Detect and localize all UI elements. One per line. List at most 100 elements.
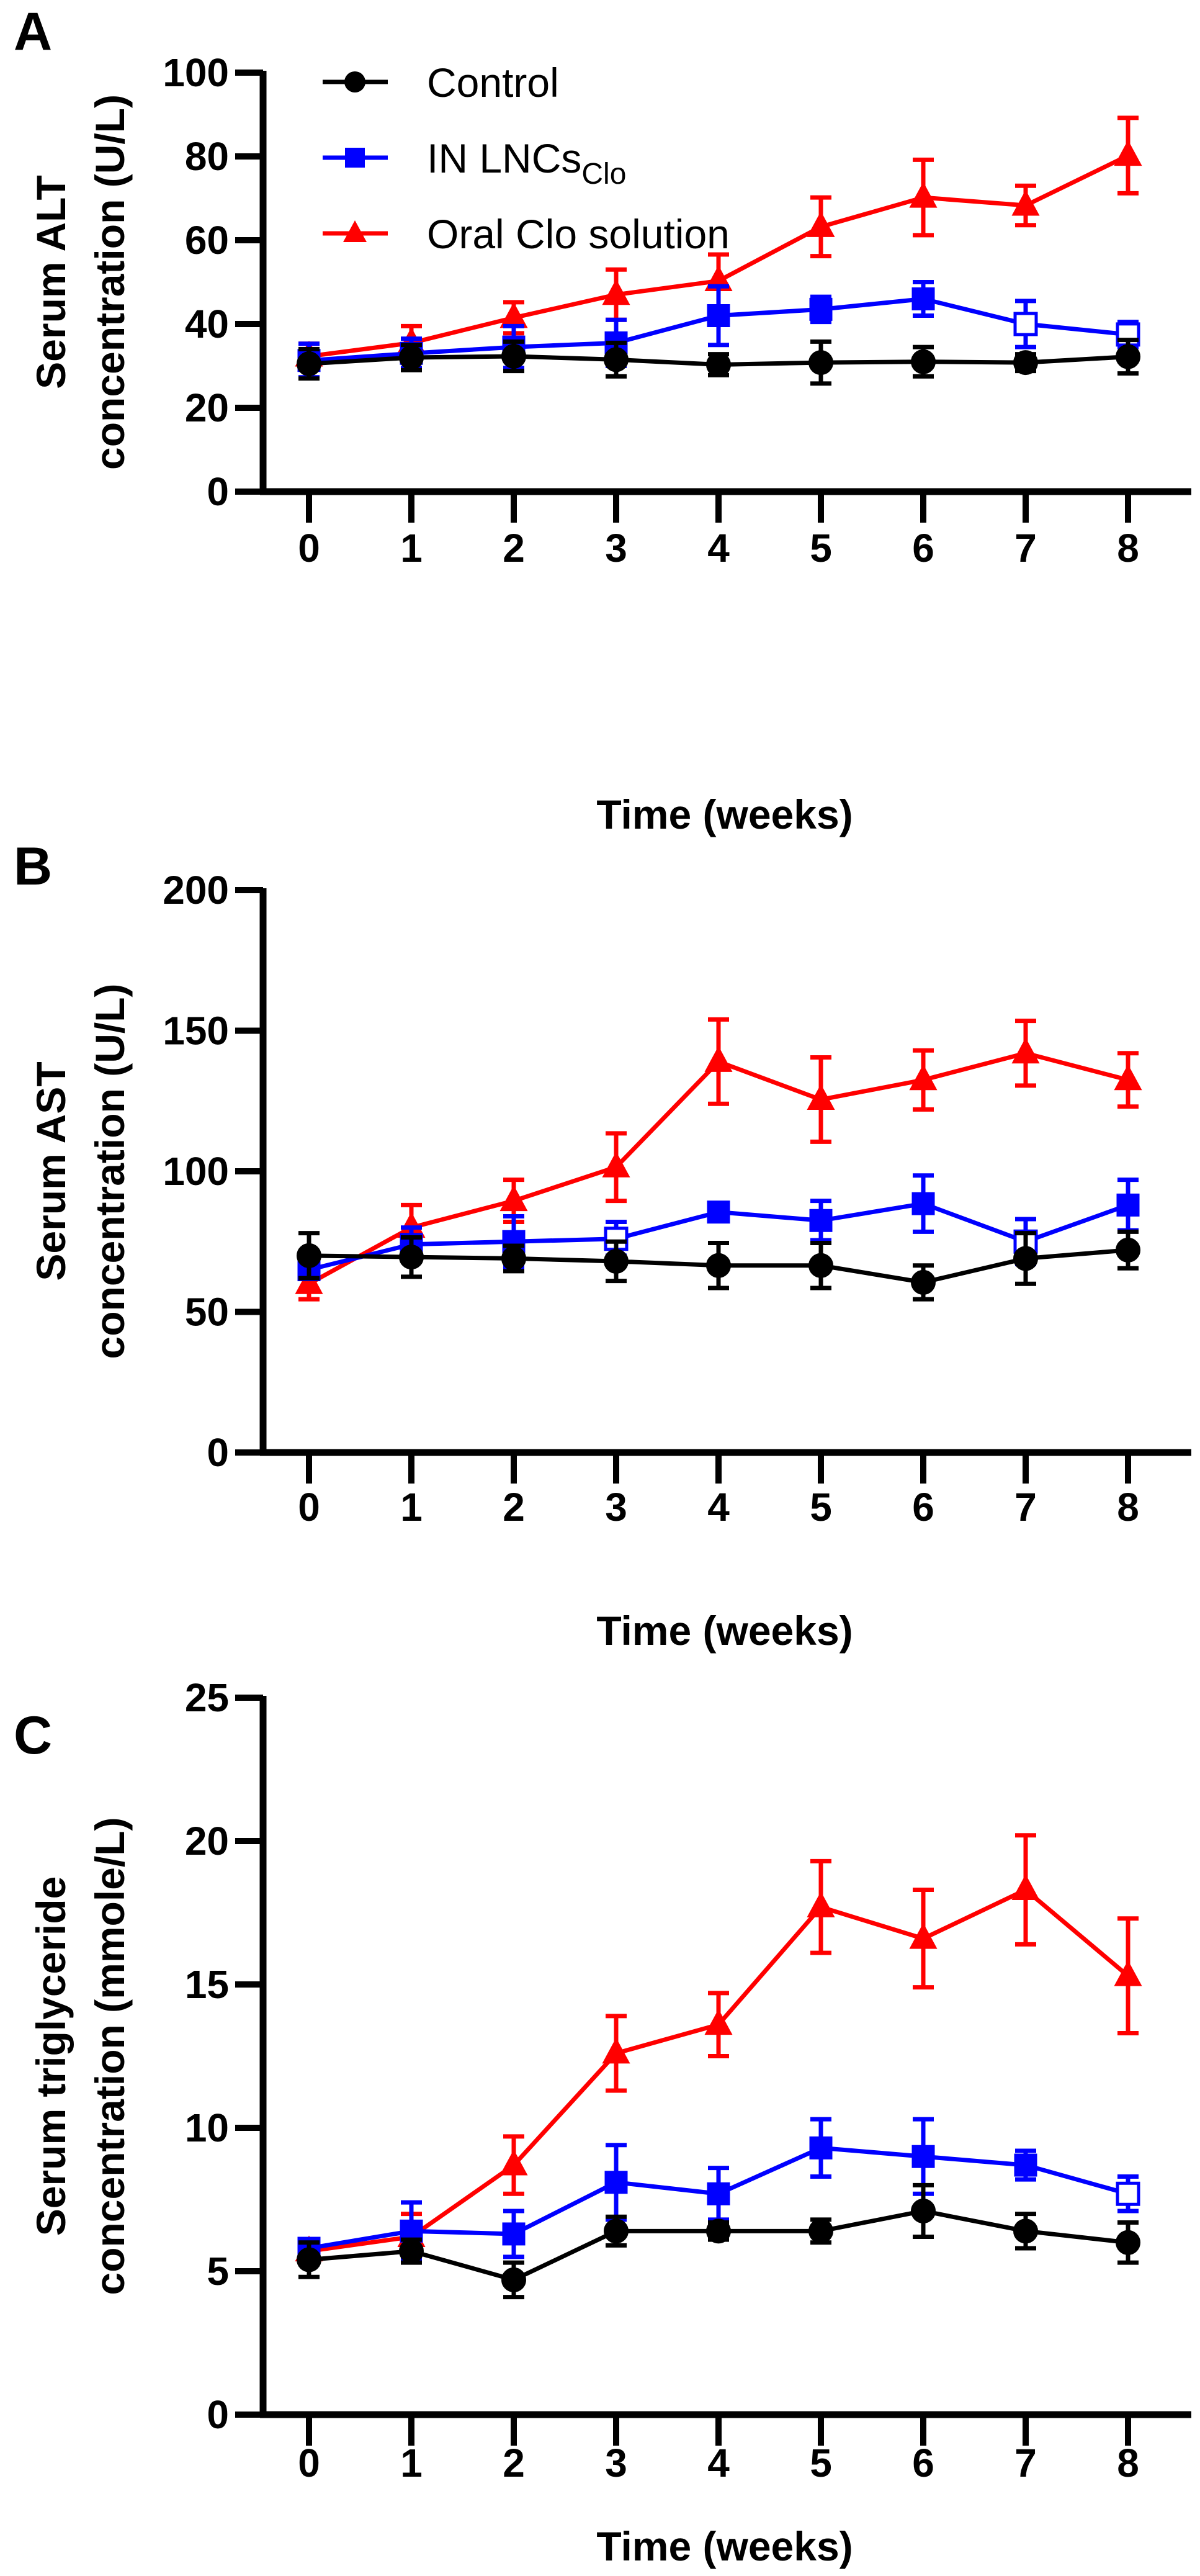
data-point [501,343,526,369]
y-tick-label: 10 [185,2105,229,2150]
data-point [602,279,630,305]
y-tick-label: 0 [207,469,229,514]
x-tick-label: 8 [1117,2441,1139,2485]
data-point [1116,344,1140,369]
data-point [1014,2153,1037,2177]
x-tick-label: 8 [1117,526,1139,570]
y-axis-label: Serum triglyceride [28,1876,74,2236]
x-tick-label: 2 [503,526,525,570]
data-point [706,2218,731,2244]
y-tick-label: 5 [207,2249,229,2294]
panel-c: C 0 5 10 15 20 25 0 1 2 3 4 5 6 7 8 Time (weeks) Serum tr… [14,1675,1191,2569]
x-tick-label: 5 [810,1485,832,1529]
data-point [706,1253,731,1278]
data-point [807,1891,835,1917]
data-point [1116,2230,1140,2255]
data-point [1013,2218,1038,2244]
data-point [1011,1874,1040,1901]
data-point [297,2247,321,2272]
x-tick-label: 1 [400,1485,423,1529]
data-point [602,1151,630,1178]
data-point [1116,1237,1140,1263]
panel-label: B [14,837,52,896]
y-axis-label: Serum ALT [28,175,74,389]
x-tick-label: 0 [298,526,320,570]
data-point [1114,140,1142,166]
data-point [1013,312,1038,336]
legend-label-subscript: Clo [581,158,626,191]
x-tick-label: 3 [605,1485,627,1529]
y-tick-label: 100 [163,50,229,95]
data-point [704,2009,733,2035]
y-tick-label: 150 [163,1009,229,1053]
data-point [1116,1193,1140,1217]
y-tick-label: 20 [185,385,229,430]
x-tick-label: 8 [1117,1485,1139,1529]
data-point [1114,1064,1142,1091]
data-point [809,297,833,321]
data-point [297,1243,321,1268]
panel-label: A [14,2,52,61]
x-tick-label: 7 [1014,526,1037,570]
y-tick-label: 60 [185,218,229,263]
y-axis-label: concentration (U/L) [87,984,133,1359]
data-point [604,2171,628,2194]
y-tick-label: 25 [185,1675,229,1720]
legend-marker [345,148,365,168]
data-point [399,2238,424,2264]
x-axis-label: Time (weeks) [596,791,853,837]
legend-label: IN LNCsClo [427,135,626,191]
data-point [808,1253,833,1278]
data-point [604,2218,629,2244]
data-point [909,1064,938,1091]
y-axis-label: Serum AST [28,1061,74,1281]
data-point [707,2182,730,2205]
data-point [909,1922,938,1949]
y-tick-label: 40 [185,302,229,346]
data-point [911,2198,936,2223]
panel-b: B 0 50 100 150 200 0 1 2 3 4 5 6 7 8 Time (weeks) Serum … [14,837,1191,1654]
data-point [295,1268,323,1294]
x-tick-label: 1 [400,526,423,570]
y-tick-label: 100 [163,1149,229,1194]
data-point [808,350,833,376]
legend-label: Oral Clo solution [427,211,730,257]
data-point [911,287,935,310]
data-point [501,2267,526,2292]
data-point [604,347,629,372]
data-point [911,1269,936,1295]
legend-label-text: Control [427,60,559,106]
y-tick-label: 200 [163,868,229,912]
legend-marker [343,220,367,242]
y-tick-label: 15 [185,1962,229,2007]
x-tick-label: 4 [707,526,730,570]
x-tick-label: 0 [298,2441,320,2485]
legend-label-text: IN LNCs [427,135,581,181]
x-tick-label: 4 [707,2441,730,2485]
panel-a: A 0 20 40 60 80 100 0 1 2 3 4 5 6 7 8 Time (weeks) Serum … [14,2,1191,837]
data-point [502,2222,526,2246]
data-point [1114,1960,1142,1986]
y-axis-label: concentration (U/L) [87,94,133,470]
data-point [911,349,936,374]
series-circle [297,338,1140,386]
x-tick-label: 1 [400,2441,423,2485]
data-point [297,351,321,377]
data-point [707,1200,730,1224]
data-point [1011,1037,1040,1064]
y-tick-label: 0 [207,1430,229,1475]
x-tick-label: 2 [503,1485,525,1529]
legend-marker [344,71,365,92]
x-tick-label: 4 [707,1485,730,1529]
data-point [911,2145,935,2168]
data-point [809,2136,833,2159]
y-axis-label: concentration (mmole/L) [87,1817,133,2295]
data-point [807,211,835,237]
data-point [501,1246,526,1271]
y-tick-label: 20 [185,1819,229,1863]
x-tick-label: 2 [503,2441,525,2485]
x-tick-label: 6 [912,526,934,570]
x-tick-label: 6 [912,1485,934,1529]
series-circle [297,1229,1140,1302]
